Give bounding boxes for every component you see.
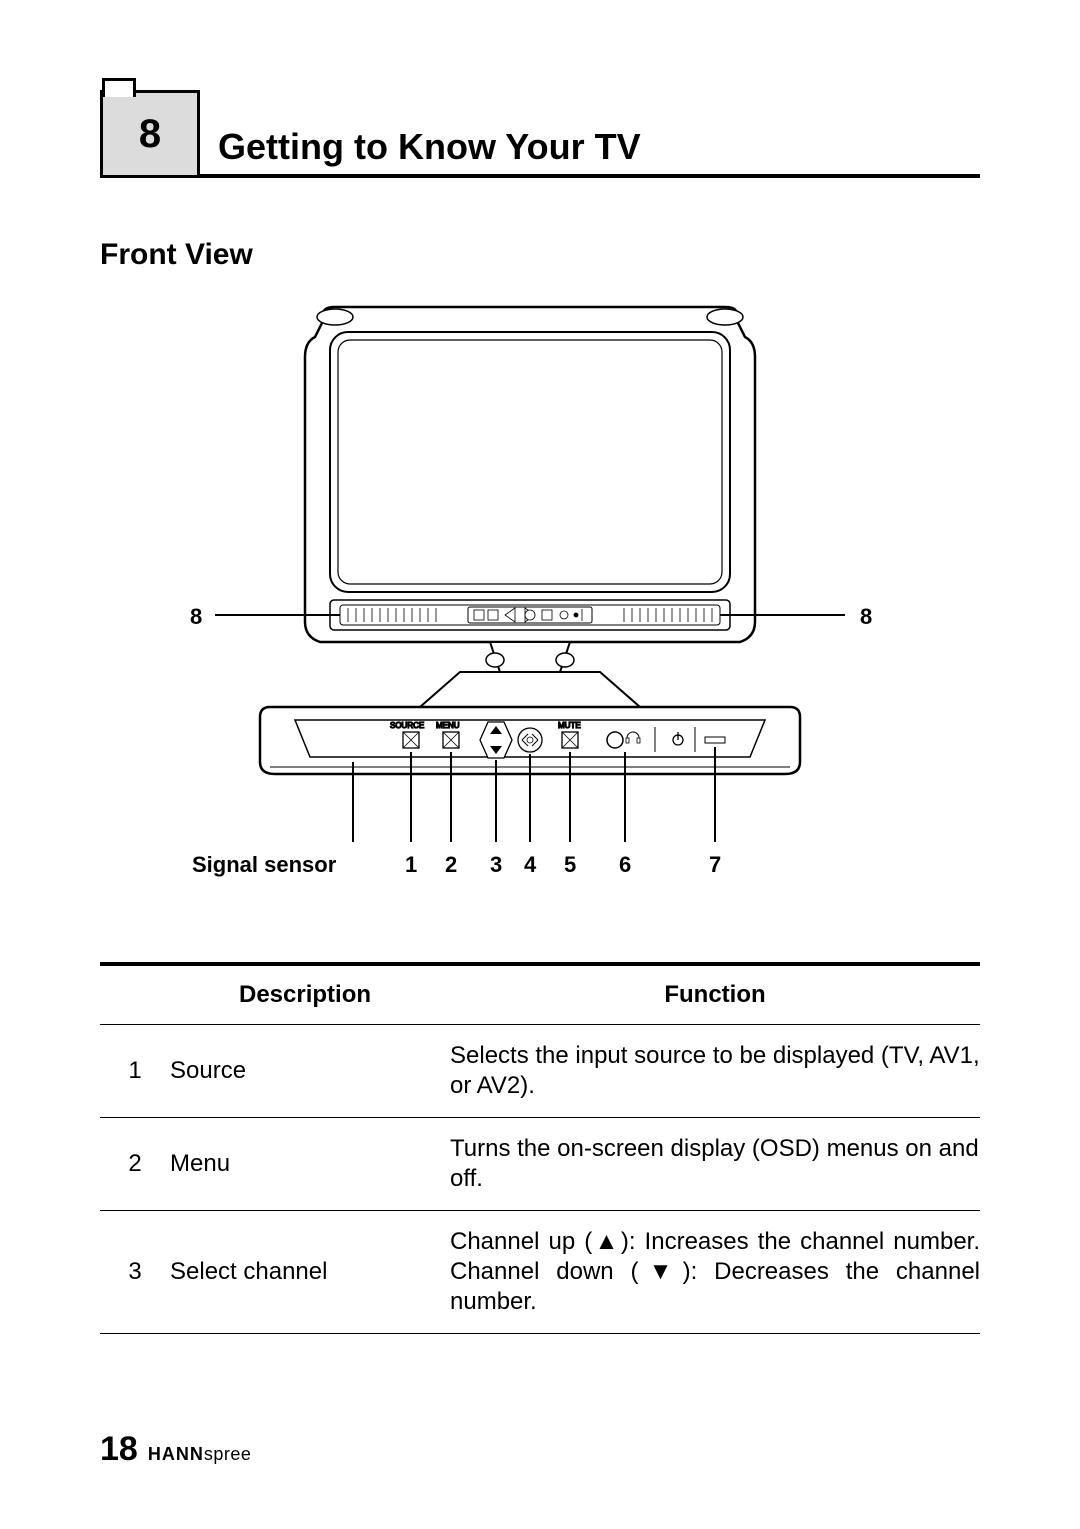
btn-source-label: SOURCE	[390, 721, 424, 730]
section-title: Front View	[100, 238, 980, 272]
diagram-num-3: 3	[490, 852, 502, 877]
header-description: Description	[170, 981, 450, 1009]
diagram-num-1: 1	[405, 852, 417, 877]
header-function: Function	[450, 980, 980, 1010]
function-table: Description Function 1 Source Selects th…	[100, 962, 980, 1334]
callout-8-right: 8	[860, 604, 872, 629]
chapter-header: 8 Getting to Know Your TV	[100, 90, 980, 178]
table-header-row: Description Function	[100, 966, 980, 1025]
row-num: 2	[100, 1150, 170, 1178]
row-desc: Menu	[170, 1150, 450, 1178]
brand-part1: HANN	[148, 1444, 204, 1465]
diagram-num-2: 2	[445, 852, 457, 877]
callout-8-left: 8	[190, 604, 202, 629]
table-row: 1 Source Selects the input source to be …	[100, 1025, 980, 1118]
row-func: Channel up (▲): Increases the channel nu…	[450, 1227, 980, 1317]
chapter-number-box: 8	[100, 90, 200, 178]
brand-part2: spree	[204, 1444, 252, 1465]
row-func: Selects the input source to be displayed…	[450, 1041, 980, 1101]
row-desc: Select channel	[170, 1258, 450, 1286]
row-desc: Source	[170, 1057, 450, 1085]
row-num: 1	[100, 1057, 170, 1085]
btn-mute-label: MUTE	[558, 721, 581, 730]
chapter-title: Getting to Know Your TV	[218, 126, 641, 174]
diagram-num-7: 7	[709, 852, 721, 877]
chapter-number: 8	[100, 90, 200, 178]
page-footer: 18 HANNspree	[100, 1430, 251, 1469]
btn-menu-label: MENU	[436, 721, 460, 730]
row-func: Turns the on-screen display (OSD) menus …	[450, 1134, 980, 1194]
diagram-num-5: 5	[564, 852, 576, 877]
table-row: 3 Select channel Channel up (▲): Increas…	[100, 1211, 980, 1334]
diagram-num-6: 6	[619, 852, 631, 877]
row-num: 3	[100, 1258, 170, 1286]
signal-sensor-label: Signal sensor	[192, 852, 337, 877]
front-view-diagram: 8 8 SOURCE	[100, 302, 980, 922]
page-number: 18	[100, 1430, 138, 1469]
diagram-num-4: 4	[524, 852, 537, 877]
table-row: 2 Menu Turns the on-screen display (OSD)…	[100, 1118, 980, 1211]
